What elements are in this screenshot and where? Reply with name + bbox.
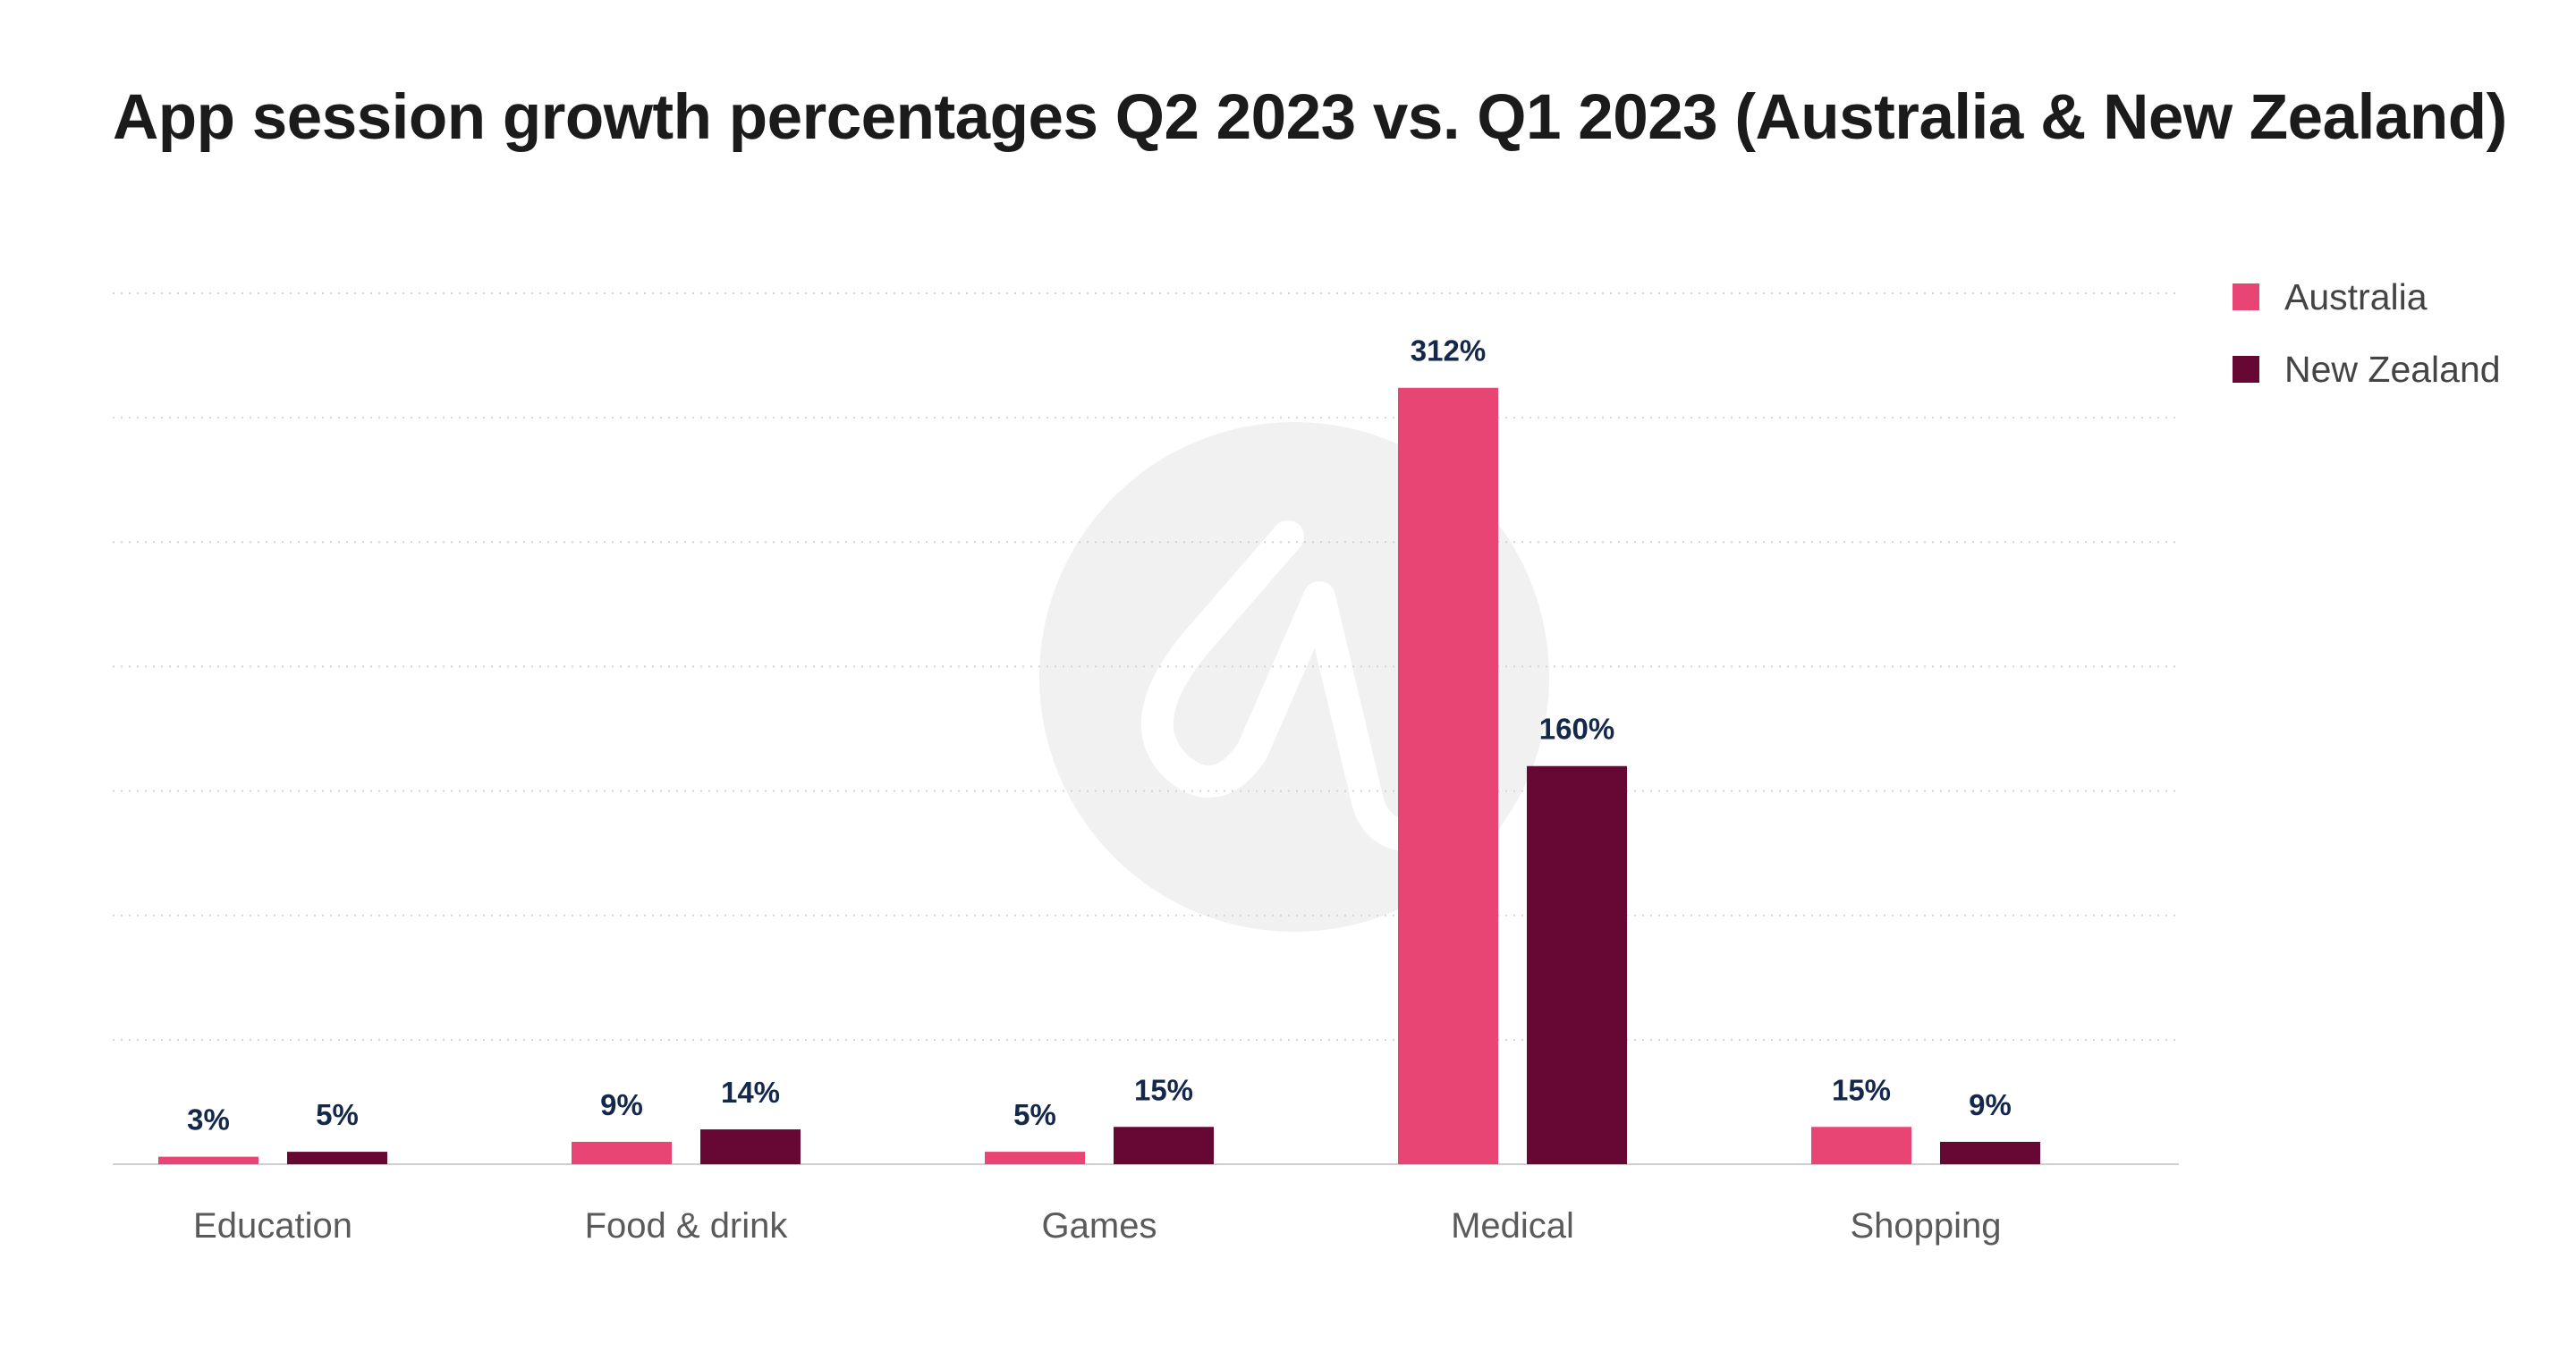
value-label: 15% [1134,1073,1193,1106]
bar-new-zealand [1114,1127,1214,1164]
bars [158,387,2040,1165]
value-label: 5% [1013,1098,1056,1131]
value-label: 3% [187,1103,230,1137]
legend-item-new-zealand: New Zealand [2233,348,2501,390]
legend-swatch-new-zealand [2233,356,2259,383]
adjust-logo-icon [1140,520,1447,852]
chart-title: App session growth percentages Q2 2023 v… [113,82,2507,153]
value-label: 9% [600,1088,643,1121]
legend-swatch-australia [2233,283,2259,310]
legend-item-australia: Australia [2233,275,2501,317]
bar-new-zealand [1940,1141,2040,1164]
legend: Australia New Zealand [2233,275,2501,422]
bar-australia [985,1152,1085,1164]
bar-new-zealand [287,1152,387,1164]
value-label: 5% [316,1098,359,1131]
value-labels: 3% 5% 9% 14% 5% 15% 312% 160% 15% 9% [187,334,2012,1137]
bar-australia [158,1156,258,1164]
x-tick-label: Food & drink [585,1206,789,1246]
legend-label-australia: Australia [2284,275,2428,317]
bar-new-zealand [1527,765,1627,1164]
legend-label-new-zealand: New Zealand [2284,348,2501,390]
bar-new-zealand [700,1129,801,1164]
x-tick-label: Shopping [1850,1206,2001,1246]
value-label: 160% [1539,713,1614,746]
x-tick-label: Education [193,1206,352,1246]
x-axis-tick-labels: Education Food & drink Games Medical Shoppin… [193,1206,2001,1246]
value-label: 14% [721,1076,780,1109]
bar-australia [1811,1127,1911,1164]
x-tick-label: Medical [1451,1206,1574,1246]
value-label: 312% [1411,334,1486,368]
bar-australia [1398,387,1498,1165]
value-label: 9% [1969,1088,2012,1121]
bar-australia [572,1141,672,1164]
value-label: 15% [1832,1073,1891,1106]
x-tick-label: Games [1042,1206,1157,1246]
